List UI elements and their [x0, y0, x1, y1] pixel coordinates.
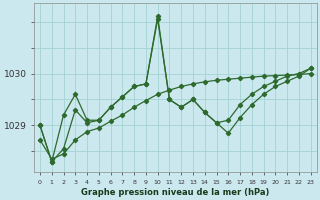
X-axis label: Graphe pression niveau de la mer (hPa): Graphe pression niveau de la mer (hPa)	[81, 188, 269, 197]
